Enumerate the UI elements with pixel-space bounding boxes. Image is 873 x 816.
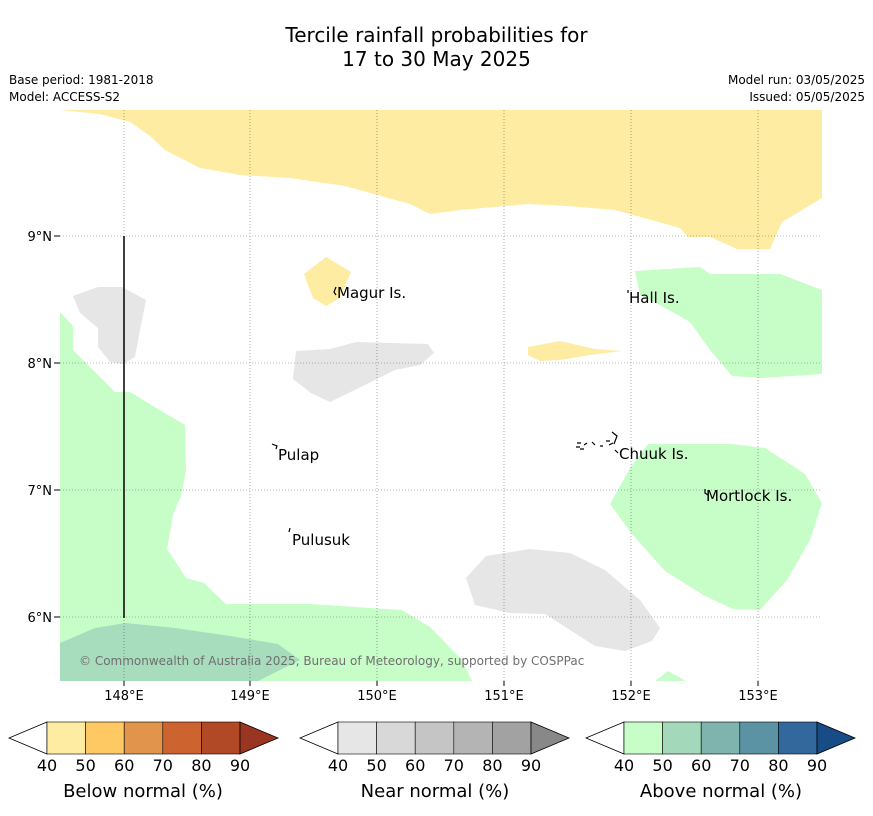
lat-tick-marks bbox=[54, 235, 60, 618]
colorbar-below-tick-label: 90 bbox=[229, 756, 251, 775]
above-normal-region-sw-50 bbox=[60, 623, 300, 681]
colorbar-below-tick-label: 60 bbox=[114, 756, 135, 775]
colorbar-near-upper-extension bbox=[530, 721, 571, 755]
colorbar-near-segment bbox=[337, 721, 377, 755]
place-label-mortlock: Mortlock Is. bbox=[706, 487, 792, 505]
place-label-pulusuk: Pulusuk bbox=[292, 531, 350, 549]
map-gridlines bbox=[60, 110, 822, 681]
colorbar-near-label: Near normal (%) bbox=[360, 781, 510, 802]
colorbar-above-segment bbox=[739, 721, 779, 755]
colorbar-above-tick-label: 40 bbox=[613, 756, 635, 775]
colorbar-below-tick-label: 80 bbox=[191, 756, 212, 775]
colorbar-near-segment bbox=[376, 721, 416, 755]
lat-label-6n: 6°N bbox=[28, 611, 53, 626]
above-normal-region-corner bbox=[655, 671, 686, 681]
colorbar-above-tick-label: 60 bbox=[691, 756, 712, 775]
near-normal-region-se bbox=[466, 549, 660, 651]
colorbar-above-tick-label: 80 bbox=[768, 756, 789, 775]
lat-label-7n: 7°N bbox=[28, 484, 53, 499]
model-run: Model run: 03/05/2025 bbox=[727, 73, 865, 87]
colorbar-near-normal bbox=[298, 721, 571, 755]
colorbar-above-tick-label: 70 bbox=[729, 756, 750, 775]
lon-tick-marks bbox=[123, 681, 759, 686]
base-period: Base period: 1981-2018 bbox=[9, 73, 154, 87]
title-line-1: Tercile rainfall probabilities for bbox=[285, 23, 588, 47]
above-normal-region-ne bbox=[635, 267, 822, 378]
copyright-notice: © Commonwealth of Australia 2025, Bureau… bbox=[79, 654, 584, 668]
colorbar-near-tick-label: 90 bbox=[520, 756, 542, 775]
colorbar-above-upper-extension bbox=[816, 721, 857, 755]
colorbar-near-tick-label: 40 bbox=[327, 756, 349, 775]
above-normal-region-west bbox=[60, 312, 472, 681]
colorbar-above-lower-extension bbox=[584, 721, 625, 755]
lon-label-148e: 148°E bbox=[104, 689, 144, 704]
colorbar-near-segment bbox=[492, 721, 532, 755]
colorbar-above-segment bbox=[778, 721, 818, 755]
colorbar-near-tick-label: 50 bbox=[366, 756, 387, 775]
island-markers bbox=[271, 286, 709, 533]
place-label-chuuk: Chuuk Is. bbox=[619, 445, 688, 463]
colorbar-below-lower-extension bbox=[7, 721, 48, 755]
lon-label-150e: 150°E bbox=[357, 689, 397, 704]
lat-label-9n: 9°N bbox=[28, 230, 53, 245]
colorbar-below-label: Below normal (%) bbox=[63, 781, 223, 802]
title-line-2: 17 to 30 May 2025 bbox=[342, 47, 531, 71]
map-panel: Magur Is. Hall Is. Pulap Chuuk Is. Mortl… bbox=[28, 110, 822, 704]
colorbar-near-tick-label: 80 bbox=[482, 756, 503, 775]
colorbar-below-segment bbox=[201, 721, 241, 755]
colorbar-near-lower-extension bbox=[298, 721, 339, 755]
colorbar-below-tick-label: 70 bbox=[152, 756, 173, 775]
colorbar-near-tick-label: 60 bbox=[405, 756, 426, 775]
colorbar-above-tick-label: 90 bbox=[806, 756, 828, 775]
colorbar-below-segment bbox=[85, 721, 125, 755]
lon-label-152e: 152°E bbox=[611, 689, 651, 704]
below-normal-region-magur bbox=[304, 257, 351, 306]
lon-label-153e: 153°E bbox=[738, 689, 778, 704]
model-name: Model: ACCESS-S2 bbox=[9, 90, 121, 104]
colorbar-near-tick-label: 70 bbox=[443, 756, 464, 775]
colorbar-below-tick-label: 40 bbox=[36, 756, 58, 775]
colorbar-below-segment bbox=[123, 721, 164, 755]
lon-label-149e: 149°E bbox=[230, 689, 270, 704]
colorbar-below-segment bbox=[46, 721, 86, 755]
above-normal-region-se bbox=[610, 444, 822, 610]
below-normal-region-east bbox=[528, 341, 622, 361]
below-normal-region-north bbox=[60, 110, 822, 249]
colorbar-below-tick-label: 50 bbox=[75, 756, 96, 775]
colorbar-above-label: Above normal (%) bbox=[639, 781, 803, 802]
colorbar-below-normal bbox=[7, 721, 280, 755]
issued-date: Issued: 05/05/2025 bbox=[749, 90, 865, 104]
colorbar-below-segment bbox=[162, 721, 202, 755]
colorbar-near-segment bbox=[453, 721, 493, 755]
place-label-pulap: Pulap bbox=[278, 446, 319, 464]
lon-label-151e: 151°E bbox=[484, 689, 524, 704]
place-label-magur: Magur Is. bbox=[337, 284, 406, 302]
colorbar-above-segment bbox=[662, 721, 702, 755]
colorbar-above-normal bbox=[584, 721, 857, 755]
place-label-hall: Hall Is. bbox=[629, 289, 680, 307]
colorbar-below-upper-extension bbox=[239, 721, 280, 755]
colorbar-near-segment bbox=[414, 721, 455, 755]
colorbar-above-segment bbox=[700, 721, 741, 755]
colorbar-above-segment bbox=[623, 721, 663, 755]
lat-label-8n: 8°N bbox=[28, 357, 53, 372]
near-normal-region-nw bbox=[73, 287, 146, 364]
colorbar-above-tick-label: 50 bbox=[652, 756, 673, 775]
near-normal-region-center bbox=[293, 342, 434, 402]
